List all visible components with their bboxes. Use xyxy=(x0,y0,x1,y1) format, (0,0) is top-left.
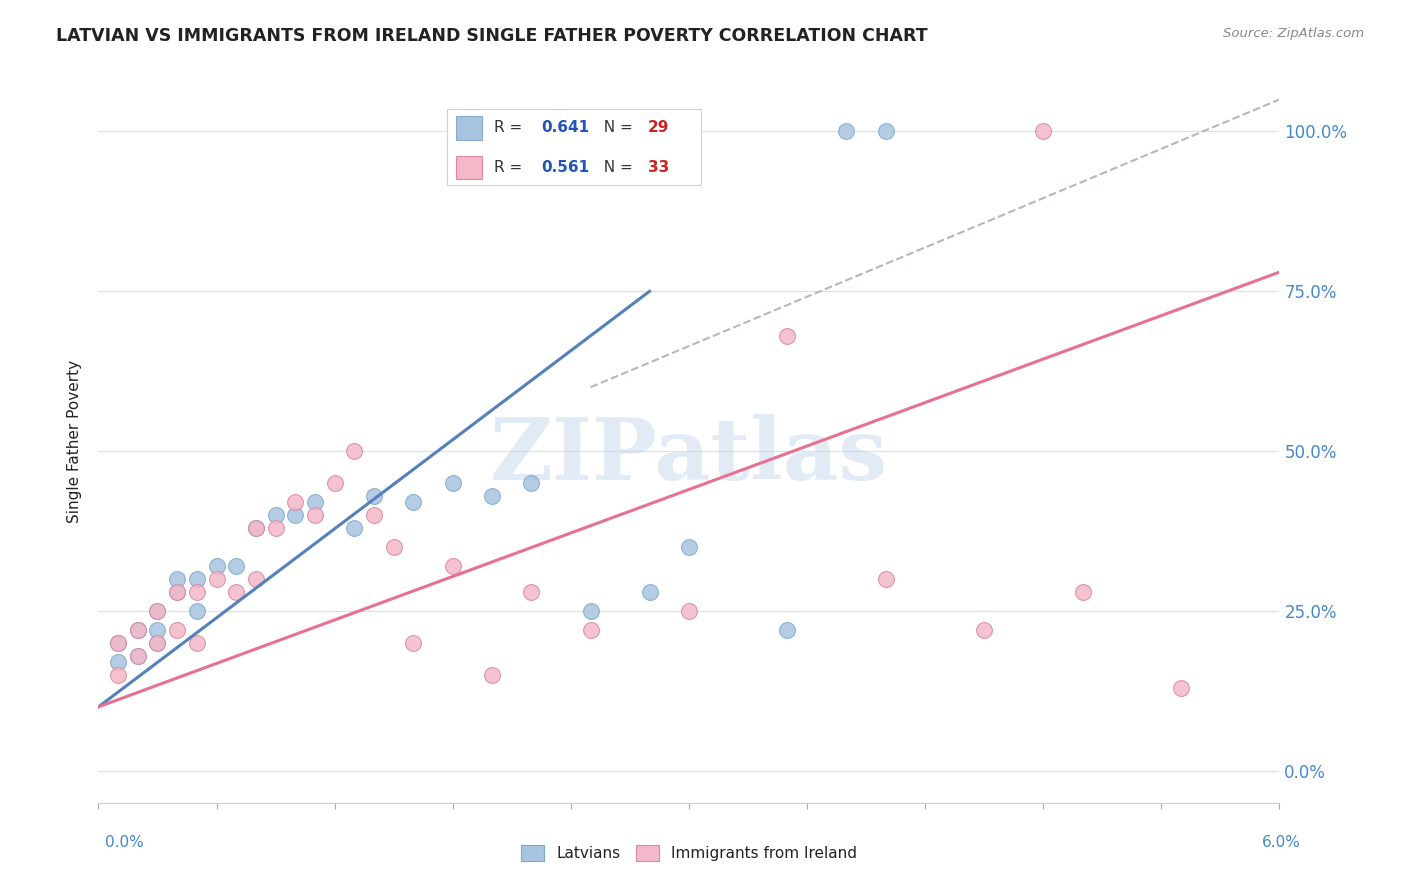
FancyBboxPatch shape xyxy=(447,109,700,185)
Text: N =: N = xyxy=(595,120,638,136)
Point xyxy=(166,584,188,599)
Point xyxy=(107,636,129,650)
Text: 33: 33 xyxy=(648,161,669,175)
FancyBboxPatch shape xyxy=(457,117,482,139)
Point xyxy=(146,604,169,618)
Point xyxy=(304,495,326,509)
Text: Source: ZipAtlas.com: Source: ZipAtlas.com xyxy=(1223,27,1364,40)
Point xyxy=(973,623,995,637)
Point xyxy=(579,623,602,637)
Point xyxy=(776,623,799,637)
Point xyxy=(146,636,169,650)
Point xyxy=(1071,584,1094,599)
Point xyxy=(127,648,149,663)
Text: R =: R = xyxy=(494,161,527,175)
Point xyxy=(579,604,602,618)
Point xyxy=(284,508,307,522)
Point xyxy=(225,559,247,574)
Text: 0.561: 0.561 xyxy=(541,161,589,175)
Point xyxy=(225,584,247,599)
Point xyxy=(186,604,208,618)
Text: 29: 29 xyxy=(648,120,669,136)
Point xyxy=(441,559,464,574)
Point xyxy=(638,584,661,599)
Point xyxy=(343,444,366,458)
Point xyxy=(205,559,228,574)
Point xyxy=(264,521,287,535)
Point xyxy=(245,572,267,586)
Point xyxy=(835,124,858,138)
Point xyxy=(875,124,897,138)
Point xyxy=(107,655,129,669)
Point xyxy=(146,623,169,637)
Y-axis label: Single Father Poverty: Single Father Poverty xyxy=(67,360,83,523)
Point xyxy=(245,521,267,535)
Point xyxy=(343,521,366,535)
Point xyxy=(363,489,385,503)
Point xyxy=(363,508,385,522)
Point xyxy=(441,476,464,491)
Text: 6.0%: 6.0% xyxy=(1261,836,1301,850)
Point xyxy=(186,584,208,599)
Point xyxy=(678,540,700,554)
Point xyxy=(127,648,149,663)
Point xyxy=(245,521,267,535)
Point xyxy=(1032,124,1054,138)
Point xyxy=(107,636,129,650)
Text: LATVIAN VS IMMIGRANTS FROM IRELAND SINGLE FATHER POVERTY CORRELATION CHART: LATVIAN VS IMMIGRANTS FROM IRELAND SINGL… xyxy=(56,27,928,45)
Point xyxy=(323,476,346,491)
Point xyxy=(520,584,543,599)
Point xyxy=(402,495,425,509)
Point xyxy=(678,604,700,618)
Point xyxy=(776,329,799,343)
Point xyxy=(146,604,169,618)
Text: R =: R = xyxy=(494,120,527,136)
Text: ZIPatlas: ZIPatlas xyxy=(489,414,889,498)
Point xyxy=(166,572,188,586)
Point xyxy=(481,489,503,503)
Point xyxy=(875,572,897,586)
Point xyxy=(107,668,129,682)
Point xyxy=(284,495,307,509)
Point xyxy=(146,636,169,650)
Point xyxy=(166,584,188,599)
Point xyxy=(304,508,326,522)
Legend: Latvians, Immigrants from Ireland: Latvians, Immigrants from Ireland xyxy=(515,839,863,867)
Point xyxy=(127,623,149,637)
Point xyxy=(264,508,287,522)
Point xyxy=(166,623,188,637)
Point xyxy=(402,636,425,650)
Point xyxy=(127,623,149,637)
Point xyxy=(1170,681,1192,695)
Point xyxy=(205,572,228,586)
FancyBboxPatch shape xyxy=(457,156,482,179)
Point xyxy=(481,668,503,682)
Point xyxy=(186,572,208,586)
Text: N =: N = xyxy=(595,161,638,175)
Text: 0.0%: 0.0% xyxy=(105,836,145,850)
Point xyxy=(382,540,405,554)
Text: 0.641: 0.641 xyxy=(541,120,589,136)
Point xyxy=(520,476,543,491)
Point xyxy=(186,636,208,650)
